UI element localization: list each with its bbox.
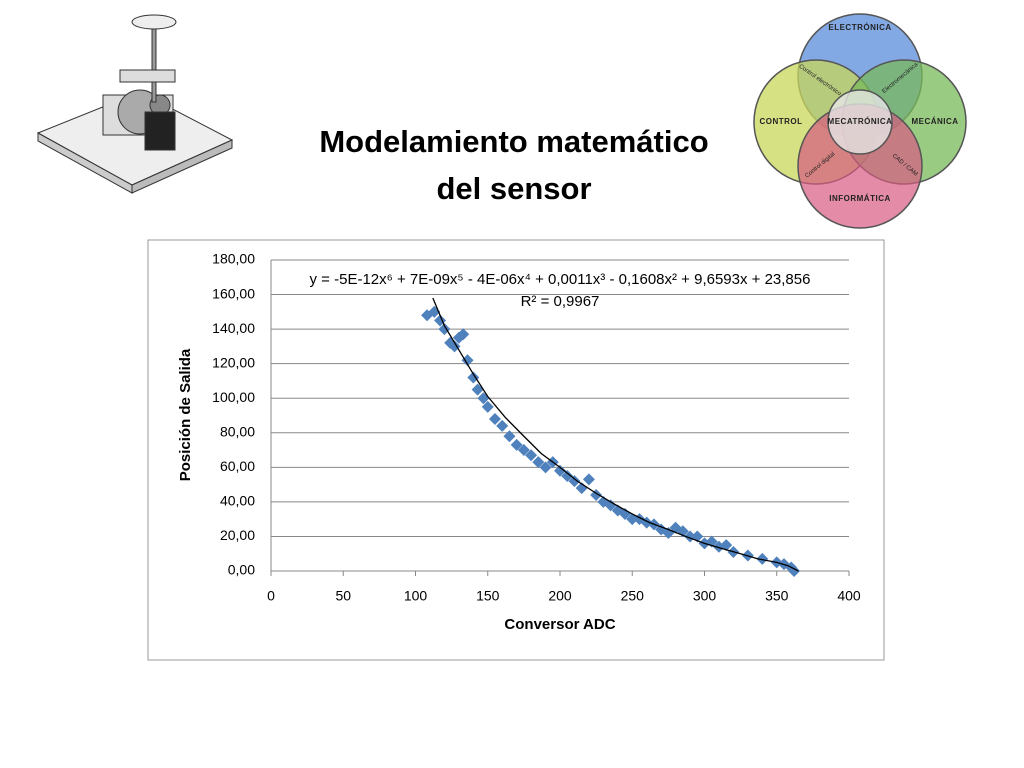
data-point (756, 552, 769, 565)
y-tick-label: 180,00 (212, 251, 255, 267)
slide-title: Modelamiento matemático (319, 124, 708, 159)
data-point (488, 412, 501, 425)
x-tick-label: 100 (404, 588, 428, 604)
y-tick-label: 20,00 (220, 527, 255, 543)
x-tick-label: 50 (335, 588, 351, 604)
data-point (662, 526, 675, 539)
venn-label: INFORMÁTICA (829, 194, 891, 203)
y-tick-label: 160,00 (212, 285, 255, 301)
y-tick-label: 0,00 (228, 562, 255, 578)
venn-diagram (753, 13, 967, 229)
data-point (568, 475, 581, 488)
data-point (467, 371, 480, 384)
y-tick-label: 120,00 (212, 354, 255, 370)
data-point (575, 482, 588, 495)
y-tick-label: 40,00 (220, 493, 255, 509)
trend-line (432, 297, 799, 572)
slide-title: del sensor (436, 171, 591, 206)
data-point (554, 464, 566, 477)
data-point (525, 449, 538, 462)
data-point (510, 438, 523, 451)
x-tick-label: 400 (837, 588, 861, 604)
x-tick-label: 200 (548, 588, 572, 604)
data-point (517, 444, 530, 457)
data-point (481, 400, 494, 413)
venn-label: MECATRÓNICA (828, 117, 893, 126)
data-point (438, 323, 451, 336)
y-tick-label: 100,00 (212, 389, 255, 405)
x-tick-label: 150 (476, 588, 500, 604)
r-squared: R² = 0,9967 (521, 293, 600, 310)
device-illustration (36, 14, 234, 194)
data-point (561, 469, 574, 482)
data-point (532, 456, 545, 469)
data-point (604, 499, 617, 512)
data-point (461, 354, 474, 367)
venn-label: ELECTRÓNICA (828, 23, 891, 32)
data-point (788, 565, 801, 577)
x-axis-title: Conversor ADC (504, 616, 615, 633)
y-tick-label: 60,00 (220, 458, 255, 474)
data-point (720, 539, 733, 552)
x-tick-label: 0 (267, 588, 275, 604)
x-tick-label: 300 (693, 588, 717, 604)
data-point (457, 328, 470, 341)
x-tick-label: 250 (621, 588, 645, 604)
y-tick-label: 80,00 (220, 423, 255, 439)
data-point (539, 461, 552, 474)
y-axis-title: Posición de Salida (177, 348, 194, 481)
data-point (503, 430, 516, 443)
y-tick-label: 140,00 (212, 320, 255, 336)
venn-label: CONTROL (759, 117, 802, 126)
trend-equation: y = -5E-12x⁶ + 7E-09x⁵ - 4E-06x⁴ + 0,001… (310, 271, 811, 288)
data-point (582, 473, 595, 486)
data-point (448, 340, 461, 353)
data-point (496, 419, 509, 432)
x-tick-label: 350 (765, 588, 789, 604)
venn-label: MECÁNICA (911, 117, 958, 126)
